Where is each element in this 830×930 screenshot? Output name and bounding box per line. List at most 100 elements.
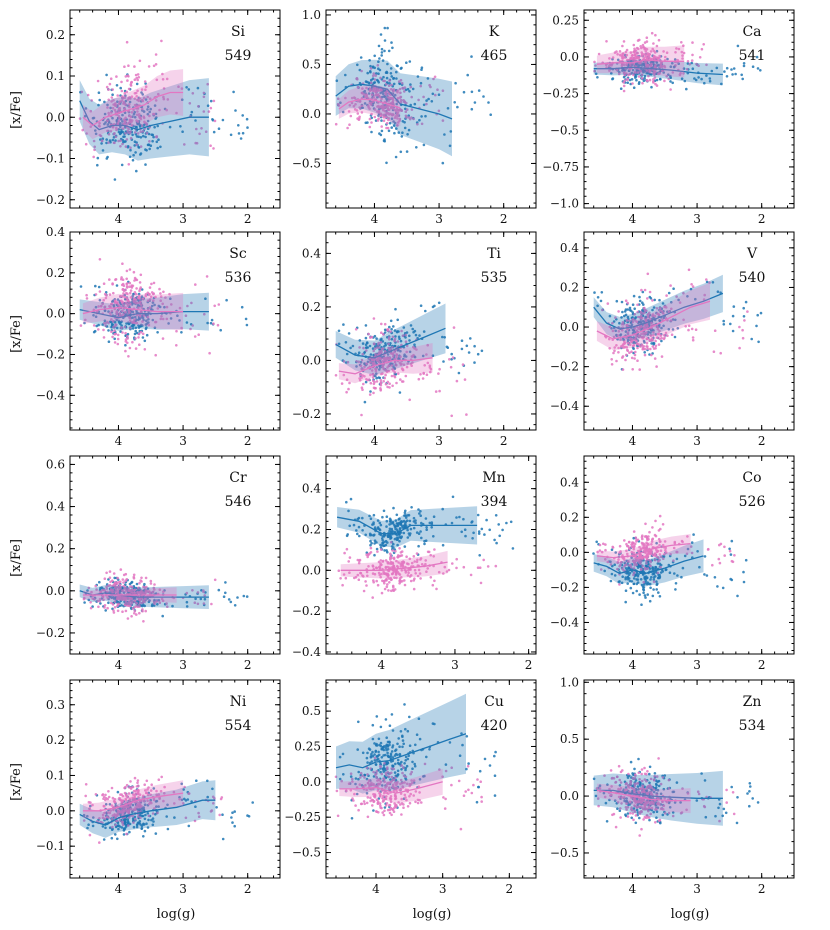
- blue-point: [643, 76, 646, 80]
- pink-point: [425, 102, 428, 106]
- pink-point: [631, 82, 634, 85]
- pink-point: [680, 41, 683, 44]
- pink-point: [372, 386, 376, 390]
- pink-point: [379, 559, 383, 562]
- pink-point: [665, 294, 668, 297]
- blue-point: [405, 150, 409, 153]
- pink-point: [145, 131, 149, 135]
- blue-point: [382, 509, 386, 513]
- pink-point: [144, 576, 148, 580]
- pink-point: [633, 57, 637, 60]
- pink-point: [139, 145, 143, 148]
- pink-point: [404, 110, 408, 113]
- blue-point: [375, 372, 378, 376]
- pink-point: [93, 145, 96, 149]
- blue-point: [133, 110, 136, 114]
- pink-point: [216, 323, 220, 327]
- blue-point: [399, 150, 403, 154]
- pink-point: [190, 301, 193, 305]
- blue-point: [351, 344, 355, 348]
- blue-point: [660, 326, 663, 330]
- pink-point: [343, 551, 346, 555]
- blue-point: [462, 90, 466, 94]
- pink-point: [617, 351, 620, 354]
- pink-point: [134, 337, 137, 340]
- pink-point: [165, 305, 169, 309]
- pink-point: [127, 300, 131, 303]
- blue-point: [180, 331, 183, 334]
- blue-point: [636, 63, 639, 66]
- pink-point: [385, 112, 388, 115]
- blue-point: [711, 281, 715, 284]
- pink-point: [129, 97, 132, 100]
- blue-point: [672, 287, 675, 291]
- pink-point: [387, 364, 391, 367]
- blue-point: [596, 76, 599, 79]
- pink-point: [124, 288, 127, 292]
- pink-point: [403, 101, 407, 104]
- pink-point: [137, 113, 141, 116]
- blue-point: [119, 86, 122, 90]
- pink-point: [429, 576, 433, 579]
- blue-point: [98, 580, 101, 584]
- blue-point: [137, 292, 141, 296]
- blue-point: [451, 495, 455, 499]
- blue-point: [163, 305, 166, 309]
- blue-point: [127, 322, 131, 326]
- pink-point: [128, 114, 131, 118]
- y-tick-label: −0.4: [36, 388, 66, 402]
- pink-point: [356, 117, 359, 120]
- plot-area: [334, 26, 493, 165]
- pink-point: [437, 372, 440, 375]
- pink-point: [125, 285, 129, 288]
- blue-point: [92, 314, 95, 317]
- pink-point: [633, 71, 637, 74]
- pink-point: [365, 95, 369, 99]
- blue-point: [217, 588, 221, 592]
- pink-point: [168, 292, 171, 296]
- pink-point: [104, 296, 108, 300]
- blue-point: [122, 135, 125, 138]
- pink-point: [372, 317, 376, 320]
- blue-point: [187, 88, 191, 91]
- plot-area: [334, 301, 484, 418]
- blue-point: [431, 305, 435, 309]
- pink-point: [645, 40, 649, 43]
- pink-point: [618, 60, 622, 63]
- blue-band: [593, 59, 723, 86]
- blue-point: [623, 314, 626, 318]
- pink-point: [719, 351, 722, 355]
- pink-point: [375, 346, 379, 349]
- pink-point: [690, 327, 694, 331]
- blue-point: [621, 69, 624, 72]
- pink-point: [191, 92, 195, 95]
- pink-point: [136, 89, 139, 93]
- blue-point: [152, 135, 155, 139]
- pink-point: [116, 609, 120, 613]
- blue-point: [105, 138, 108, 141]
- pink-point: [622, 40, 626, 43]
- pink-point: [344, 96, 347, 100]
- blue-point: [337, 329, 341, 333]
- pink-point: [384, 91, 387, 94]
- pink-point: [112, 572, 116, 575]
- pink-median-line: [82, 306, 184, 315]
- blue-point: [124, 94, 127, 97]
- blue-point: [408, 334, 411, 338]
- pink-point: [390, 374, 394, 378]
- blue-point: [715, 66, 719, 70]
- blue-point: [716, 290, 720, 294]
- blue-point: [386, 26, 389, 30]
- pink-point: [621, 355, 625, 358]
- pink-point: [122, 292, 125, 295]
- blue-point: [666, 57, 669, 61]
- blue-point: [153, 303, 156, 307]
- blue-point: [742, 315, 746, 318]
- blue-point: [147, 318, 150, 321]
- blue-point: [115, 284, 119, 287]
- pink-point: [372, 89, 376, 92]
- blue-point: [103, 112, 107, 116]
- blue-point: [246, 126, 249, 129]
- blue-point: [401, 131, 404, 134]
- blue-point: [673, 335, 677, 339]
